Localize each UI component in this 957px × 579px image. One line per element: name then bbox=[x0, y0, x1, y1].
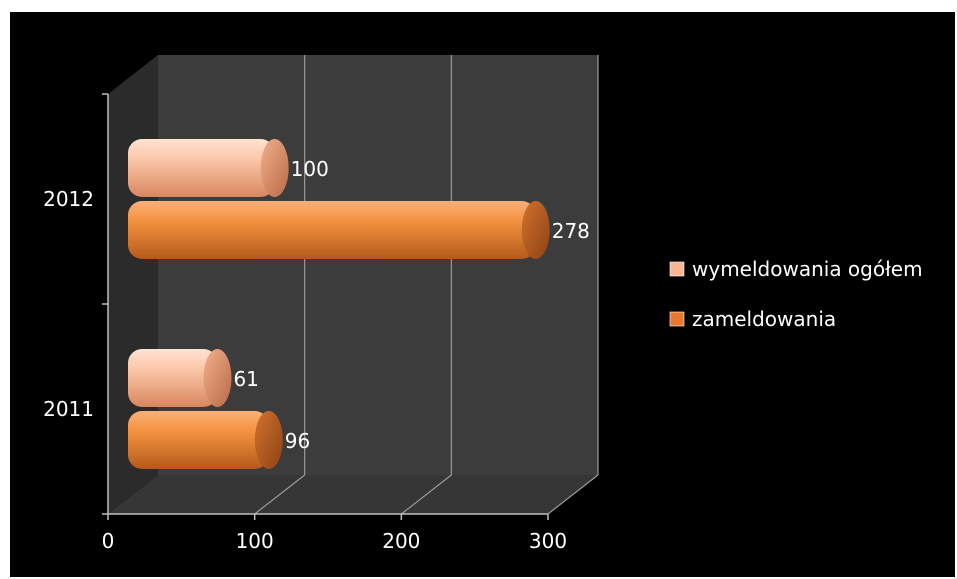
data-label-2011-0: 61 bbox=[233, 367, 258, 391]
data-label-2012-1: 278 bbox=[552, 219, 590, 243]
bar-2012-0 bbox=[128, 139, 289, 197]
x-tick-label-0: 0 bbox=[102, 529, 115, 553]
legend: wymeldowania ogółem zameldowania bbox=[669, 257, 923, 331]
x-tick-label-100: 100 bbox=[236, 529, 274, 553]
bar-2011-0 bbox=[128, 349, 232, 407]
tick-labels: 0 100 200 300 2011 2012 bbox=[43, 187, 567, 553]
x-tick-label-300: 300 bbox=[529, 529, 567, 553]
legend-swatch-1 bbox=[669, 311, 685, 327]
floor-gridline-100 bbox=[254, 474, 306, 515]
legend-label-0: wymeldowania ogółem bbox=[692, 257, 923, 281]
data-label-2011-1: 96 bbox=[285, 429, 310, 453]
floor-gridline-200 bbox=[400, 474, 452, 515]
y-tick-label-2012: 2012 bbox=[43, 187, 94, 211]
bars bbox=[128, 139, 550, 469]
legend-swatch-0 bbox=[669, 261, 685, 277]
axes bbox=[102, 93, 549, 520]
data-label-2012-0: 100 bbox=[291, 157, 329, 181]
bar-chart: 61 96 100 278 0 100 200 300 2011 2012 wymeldowan… bbox=[43, 55, 923, 553]
legend-label-1: zameldowania bbox=[692, 307, 836, 331]
floor-gridline-300 bbox=[547, 474, 599, 515]
gridlines bbox=[254, 55, 599, 515]
y-tick-label-2011: 2011 bbox=[43, 397, 94, 421]
x-tick-label-200: 200 bbox=[382, 529, 420, 553]
bar-2012-1 bbox=[128, 201, 550, 259]
chart-frame: 61 96 100 278 0 100 200 300 2011 2012 wymeldowan… bbox=[10, 12, 955, 577]
data-labels: 61 96 100 278 bbox=[233, 157, 589, 453]
bar-2011-1 bbox=[128, 411, 283, 469]
plot-floor bbox=[108, 475, 598, 514]
